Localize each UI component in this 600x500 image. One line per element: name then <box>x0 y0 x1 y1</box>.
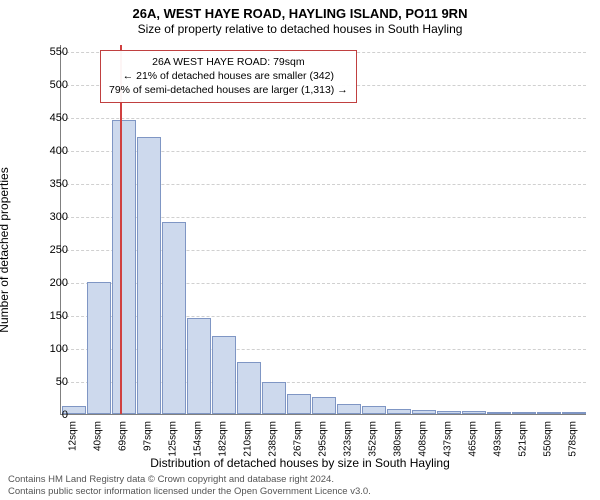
y-tick-label: 450 <box>50 112 68 124</box>
x-tick-label: 69sqm <box>117 421 128 451</box>
x-tick-label: 210sqm <box>242 421 253 457</box>
bar <box>237 362 261 414</box>
bar <box>187 318 211 414</box>
y-tick-label: 500 <box>50 79 68 91</box>
y-tick-label: 300 <box>50 211 68 223</box>
y-tick-label: 550 <box>50 46 68 58</box>
bar <box>562 412 586 414</box>
bar <box>287 394 311 414</box>
bar <box>337 404 361 414</box>
x-tick-label: 125sqm <box>167 421 178 457</box>
bar <box>112 120 136 414</box>
y-tick-label: 150 <box>50 310 68 322</box>
footer-attribution: Contains HM Land Registry data © Crown c… <box>8 474 592 498</box>
y-tick-label: 350 <box>50 178 68 190</box>
chart-title-main: 26A, WEST HAYE ROAD, HAYLING ISLAND, PO1… <box>0 6 600 21</box>
bar <box>512 412 536 414</box>
gridline <box>61 118 586 119</box>
annotation-line: ← 21% of detached houses are smaller (34… <box>109 69 348 83</box>
annotation-box: 26A WEST HAYE ROAD: 79sqm← 21% of detach… <box>100 50 357 103</box>
bar <box>537 412 561 414</box>
x-tick-label: 437sqm <box>443 421 454 457</box>
bar <box>312 397 336 414</box>
bar <box>212 336 236 414</box>
x-tick-label: 578sqm <box>568 421 579 457</box>
x-tick-label: 40sqm <box>92 421 103 451</box>
bar <box>137 137 161 415</box>
bar <box>87 282 111 414</box>
x-tick-label: 493sqm <box>493 421 504 457</box>
x-tick-label: 267sqm <box>292 421 303 457</box>
chart-title-sub: Size of property relative to detached ho… <box>0 22 600 36</box>
x-tick-label: 521sqm <box>518 421 529 457</box>
y-tick-label: 50 <box>56 376 68 388</box>
annotation-line: 79% of semi-detached houses are larger (… <box>109 83 348 97</box>
x-axis-label: Distribution of detached houses by size … <box>0 456 600 470</box>
bar <box>387 409 411 414</box>
x-tick-label: 182sqm <box>217 421 228 457</box>
x-tick-label: 408sqm <box>418 421 429 457</box>
x-tick-label: 323sqm <box>343 421 354 457</box>
bar <box>412 410 436 414</box>
x-tick-label: 238sqm <box>267 421 278 457</box>
x-tick-label: 550sqm <box>543 421 554 457</box>
x-tick-label: 295sqm <box>318 421 329 457</box>
x-tick-label: 12sqm <box>67 421 78 451</box>
x-tick-label: 352sqm <box>368 421 379 457</box>
bar <box>262 382 286 414</box>
x-tick-label: 154sqm <box>192 421 203 457</box>
bar <box>462 411 486 414</box>
x-tick-label: 465sqm <box>468 421 479 457</box>
y-tick-label: 0 <box>62 409 68 421</box>
y-tick-label: 100 <box>50 343 68 355</box>
bar <box>437 411 461 414</box>
bar <box>162 222 186 414</box>
y-tick-label: 400 <box>50 145 68 157</box>
footer-line-2: Contains public sector information licen… <box>8 486 592 498</box>
bar <box>362 406 386 414</box>
footer-line-1: Contains HM Land Registry data © Crown c… <box>8 474 592 486</box>
x-tick-label: 97sqm <box>142 421 153 451</box>
annotation-line: 26A WEST HAYE ROAD: 79sqm <box>109 55 348 69</box>
y-tick-label: 200 <box>50 277 68 289</box>
y-tick-label: 250 <box>50 244 68 256</box>
y-axis-label: Number of detached properties <box>0 167 11 332</box>
bar <box>487 412 511 414</box>
x-tick-label: 380sqm <box>393 421 404 457</box>
